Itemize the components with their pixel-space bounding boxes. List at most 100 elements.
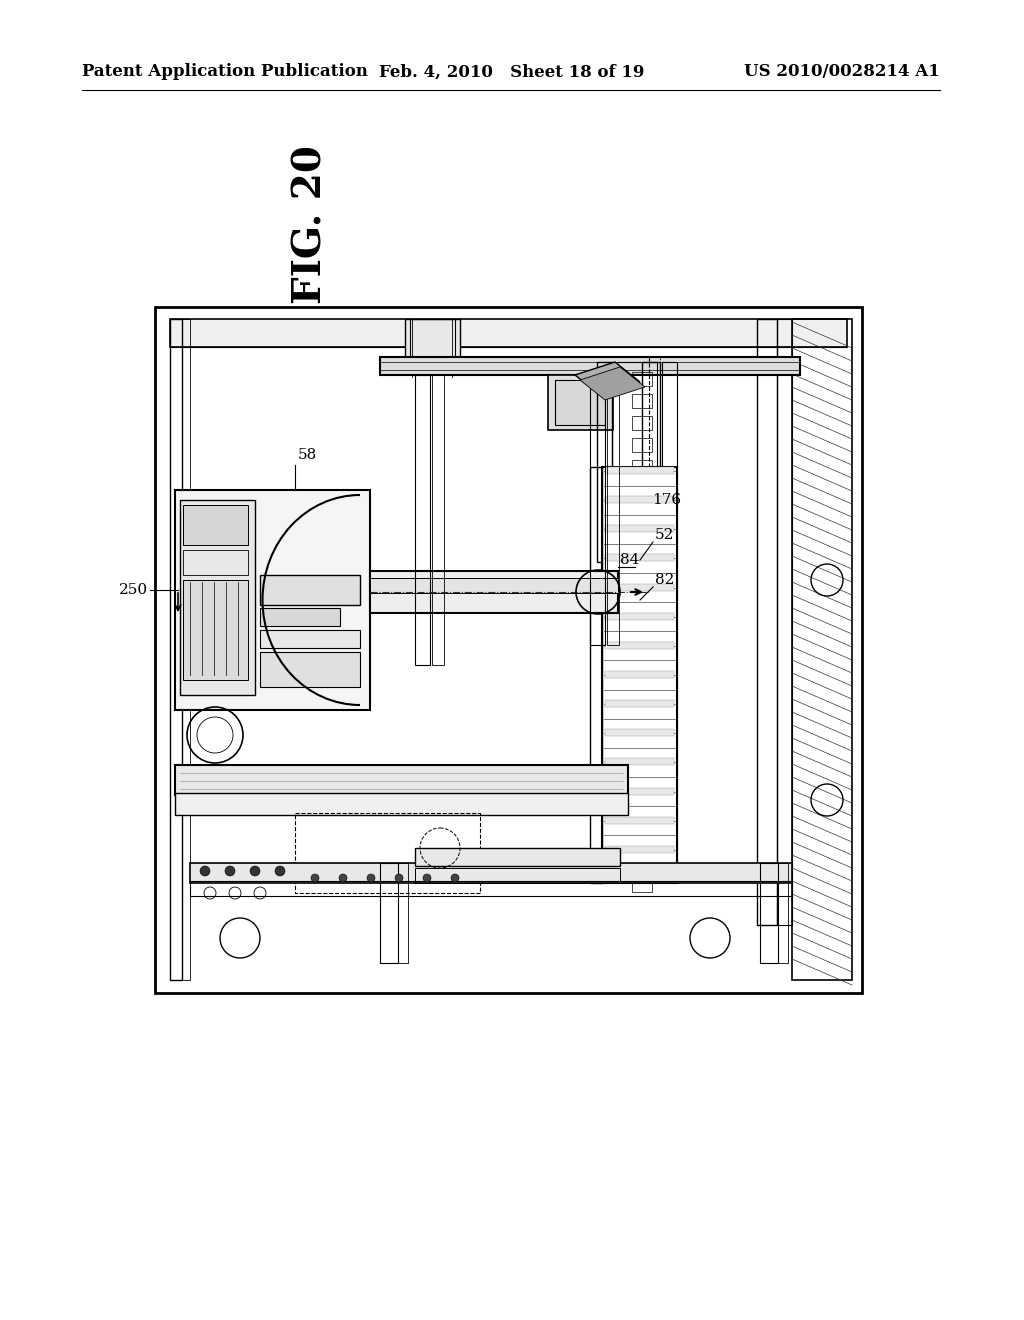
Text: US 2010/0028214 A1: US 2010/0028214 A1 (744, 63, 940, 81)
Bar (602, 467, 677, 883)
Bar (170, 319, 847, 347)
Bar (632, 723, 652, 738)
Text: FIG. 20: FIG. 20 (291, 145, 329, 305)
Bar (260, 609, 340, 626)
Bar (605, 671, 674, 678)
Text: 82: 82 (655, 573, 675, 587)
Bar (415, 869, 620, 883)
Bar (642, 362, 660, 878)
Bar (175, 490, 370, 710)
Bar (632, 570, 652, 583)
Text: 52: 52 (655, 528, 675, 543)
Bar (605, 729, 674, 737)
Polygon shape (575, 362, 640, 395)
Bar (370, 572, 618, 612)
Bar (183, 550, 248, 576)
Bar (632, 482, 652, 496)
Circle shape (339, 874, 347, 882)
Bar (632, 591, 652, 606)
Bar (777, 319, 792, 925)
Bar (370, 578, 618, 593)
Text: 250: 250 (119, 583, 148, 597)
Circle shape (367, 874, 375, 882)
Bar (175, 766, 628, 795)
Bar (260, 576, 360, 605)
Circle shape (200, 866, 210, 876)
Bar (182, 319, 190, 979)
Bar (415, 375, 430, 665)
Bar (415, 847, 620, 866)
Bar (597, 362, 612, 562)
Bar (632, 855, 652, 870)
Bar (406, 319, 460, 364)
Bar (632, 548, 652, 562)
Circle shape (423, 874, 431, 882)
Bar (778, 863, 788, 964)
Bar (605, 642, 674, 649)
Bar (792, 319, 852, 979)
Bar (632, 416, 652, 430)
Bar (760, 863, 778, 964)
Bar (632, 525, 652, 540)
Bar (260, 630, 360, 648)
Bar (180, 500, 255, 696)
Circle shape (451, 874, 459, 882)
Bar (555, 380, 605, 425)
Bar (605, 759, 674, 766)
Bar (190, 880, 792, 896)
Bar (632, 657, 652, 672)
Bar (632, 614, 652, 628)
Bar (190, 863, 792, 883)
Bar (605, 788, 674, 795)
Bar (380, 863, 398, 964)
Bar (548, 375, 613, 430)
Bar (170, 319, 182, 979)
Bar (632, 789, 652, 804)
Bar (605, 817, 674, 824)
Bar (590, 375, 605, 645)
Bar (605, 612, 674, 619)
Bar (410, 319, 455, 374)
Text: Feb. 4, 2010   Sheet 18 of 19: Feb. 4, 2010 Sheet 18 of 19 (379, 63, 645, 81)
Bar (605, 496, 674, 503)
Circle shape (275, 866, 285, 876)
Circle shape (250, 866, 260, 876)
Bar (632, 834, 652, 847)
Circle shape (395, 874, 403, 882)
Text: 84: 84 (620, 553, 639, 568)
Bar (175, 793, 628, 814)
Bar (632, 636, 652, 649)
Bar (612, 362, 657, 562)
Bar (605, 554, 674, 561)
Bar (590, 467, 602, 883)
Bar (757, 319, 777, 925)
Circle shape (311, 874, 319, 882)
Bar (605, 846, 674, 853)
Bar (632, 702, 652, 715)
Bar (632, 393, 652, 408)
Bar (183, 579, 248, 680)
Bar (632, 504, 652, 517)
Bar (155, 308, 862, 993)
Bar (295, 813, 480, 894)
Bar (380, 356, 800, 375)
FancyArrowPatch shape (647, 517, 664, 537)
Bar (605, 525, 674, 532)
Bar (632, 768, 652, 781)
Bar (632, 746, 652, 760)
Bar (632, 372, 652, 385)
Bar (632, 438, 652, 451)
Circle shape (225, 866, 234, 876)
Bar (605, 583, 674, 590)
Bar (183, 506, 248, 545)
Polygon shape (580, 367, 645, 400)
Bar (605, 700, 674, 708)
Bar (607, 375, 618, 645)
Text: 176: 176 (652, 492, 681, 507)
Bar (632, 878, 652, 892)
Bar (632, 459, 652, 474)
Bar (605, 467, 674, 474)
Bar (632, 680, 652, 694)
Bar (398, 863, 408, 964)
Text: 58: 58 (298, 447, 317, 462)
